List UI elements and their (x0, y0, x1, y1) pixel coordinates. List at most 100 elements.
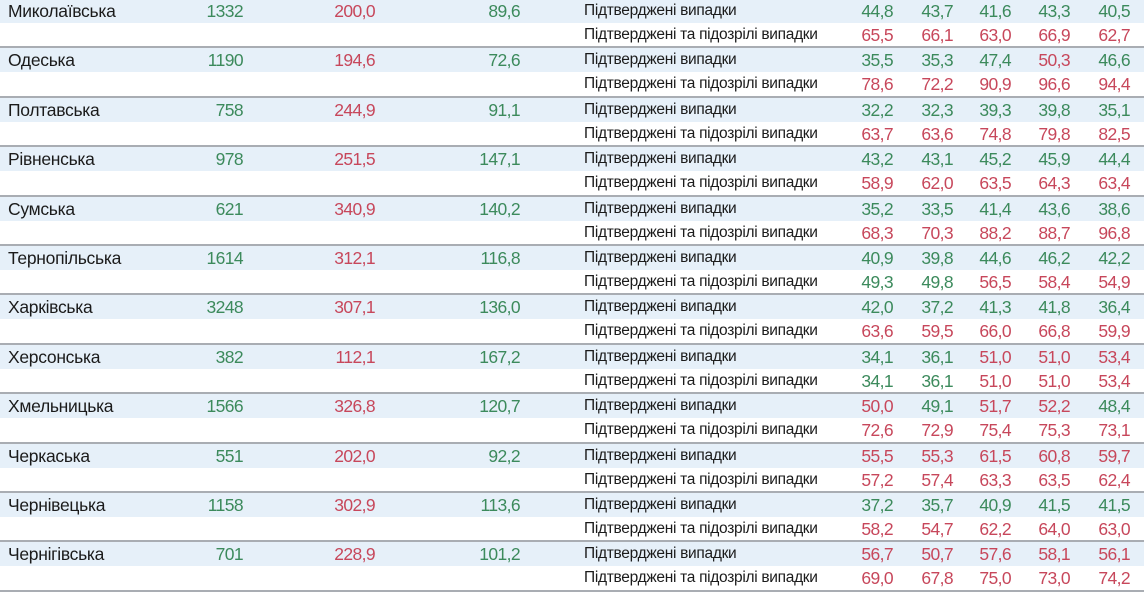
region-value-c1: 1158 (207, 494, 244, 515)
rate-value: 57,6 (979, 544, 1011, 565)
rate-value: 50,3 (1038, 50, 1070, 71)
table-row: Підтверджені та підозрілі випадки 57,2 57,… (0, 468, 1144, 492)
table-row: Підтверджені та підозрілі випадки 63,7 63,… (0, 122, 1144, 146)
rate-value: 53,4 (1098, 370, 1130, 391)
rate-value: 41,8 (1038, 297, 1070, 318)
rate-value: 40,9 (979, 494, 1011, 515)
table-row: Рівненська 978 251,5 147,1 Підтверджені випа… (0, 147, 1144, 172)
rate-value: 58,2 (861, 518, 893, 539)
rate-value: 38,6 (1098, 198, 1130, 219)
rate-value: 73,0 (1038, 568, 1070, 589)
rate-value: 63,5 (979, 173, 1011, 194)
region-name: Одеська (8, 50, 75, 71)
rate-value: 66,9 (1038, 25, 1070, 45)
rate-value: 74,2 (1098, 568, 1130, 589)
rate-value: 40,5 (1098, 1, 1130, 21)
rate-value: 55,5 (861, 445, 893, 466)
rate-value: 49,3 (861, 271, 893, 292)
region-value-c3: 101,2 (479, 544, 520, 565)
row-label-confirmed: Підтверджені випадки (584, 495, 737, 513)
rate-value: 63,7 (861, 123, 893, 144)
region-value-c2: 244,9 (334, 99, 375, 120)
region-block: Рівненська 978 251,5 147,1 Підтверджені випа… (0, 147, 1144, 197)
rate-value: 43,2 (861, 149, 893, 170)
region-value-c3: 120,7 (479, 396, 520, 417)
rate-value: 41,3 (979, 297, 1011, 318)
region-value-c1: 1566 (206, 396, 243, 417)
region-value-c3: 72,6 (488, 50, 520, 71)
rate-value: 63,4 (1098, 173, 1130, 194)
region-value-c1: 758 (215, 99, 244, 120)
rate-value: 62,4 (1098, 469, 1130, 490)
rate-value: 32,3 (921, 99, 953, 120)
rate-value: 51,7 (979, 396, 1011, 417)
rate-value: 40,9 (861, 247, 893, 268)
rate-value: 79,8 (1038, 123, 1070, 144)
rate-value: 49,8 (921, 271, 953, 292)
region-block: Хмельницька 1566 326,8 120,7 Підтверджені ви… (0, 394, 1144, 444)
rate-value: 52,2 (1038, 396, 1070, 417)
rate-value: 72,6 (861, 420, 893, 441)
region-block: Чернігівська 701 228,9 101,2 Підтверджені ви… (0, 542, 1144, 592)
rate-value: 36,1 (921, 346, 953, 367)
row-label-confirmed: Підтверджені випадки (584, 347, 737, 365)
rate-value: 63,6 (861, 321, 893, 342)
rate-value: 35,5 (861, 50, 893, 71)
region-name: Херсонська (8, 346, 101, 367)
rate-value: 54,9 (1098, 271, 1130, 292)
region-name: Харківська (8, 297, 93, 318)
rate-value: 88,2 (979, 222, 1011, 243)
rate-value: 56,5 (979, 271, 1011, 292)
row-label-confirmed-suspected: Підтверджені та підозрілі випадки (584, 272, 818, 290)
rate-value: 88,7 (1038, 222, 1070, 243)
rate-value: 39,8 (921, 247, 953, 268)
rate-value: 90,9 (979, 74, 1011, 95)
rate-value: 49,1 (921, 396, 953, 417)
region-name: Сумська (8, 198, 75, 219)
region-value-c1: 978 (215, 149, 244, 170)
region-block: Тернопільська 1614 312,1 116,8 Підтверджені … (0, 245, 1144, 296)
table-row: Миколаївська 1332 200,0 89,6 Підтверджені ви… (0, 0, 1144, 23)
row-label-confirmed: Підтверджені випадки (584, 51, 737, 69)
rate-value: 59,5 (921, 321, 953, 342)
region-value-c3: 167,2 (479, 346, 520, 367)
rate-value: 58,1 (1038, 544, 1070, 565)
rate-value: 36,4 (1098, 297, 1130, 318)
region-value-c2: 200,0 (334, 1, 375, 21)
row-label-confirmed-suspected: Підтверджені та підозрілі випадки (584, 470, 818, 488)
rate-value: 68,3 (861, 222, 893, 243)
region-value-c1: 1190 (207, 50, 244, 71)
region-value-c3: 92,2 (488, 445, 520, 466)
row-label-confirmed-suspected: Підтверджені та підозрілі випадки (584, 75, 818, 93)
region-value-c2: 312,1 (334, 247, 375, 268)
table-row: Харківська 3248 307,1 136,0 Підтверджені вип… (0, 295, 1144, 320)
region-value-c1: 382 (215, 346, 244, 367)
region-value-c2: 307,1 (334, 297, 375, 318)
rate-value: 37,2 (861, 494, 893, 515)
rate-value: 62,0 (921, 173, 953, 194)
row-label-confirmed-suspected: Підтверджені та підозрілі випадки (584, 124, 818, 142)
rate-value: 48,4 (1098, 396, 1130, 417)
rate-value: 47,4 (979, 50, 1011, 71)
rate-value: 41,6 (979, 1, 1011, 21)
table-row: Херсонська 382 112,1 167,2 Підтверджені випа… (0, 344, 1144, 369)
rate-value: 51,0 (1038, 346, 1070, 367)
rate-value: 54,7 (921, 518, 953, 539)
region-value-c1: 1332 (206, 1, 243, 21)
rate-value: 70,3 (921, 222, 953, 243)
table-row: Підтверджені та підозрілі випадки 58,2 54,… (0, 517, 1144, 541)
region-value-c3: 116,8 (480, 247, 521, 268)
row-label-confirmed: Підтверджені випадки (584, 199, 737, 217)
rate-value: 43,7 (921, 1, 953, 21)
rate-value: 51,0 (979, 370, 1011, 391)
row-label-confirmed-suspected: Підтверджені та підозрілі випадки (584, 322, 818, 340)
rate-value: 50,7 (921, 544, 953, 565)
region-block: Чернівецька 1158 302,9 113,6 Підтверджені ви… (0, 492, 1144, 543)
rate-value: 45,9 (1038, 149, 1070, 170)
rate-value: 35,1 (1098, 99, 1130, 120)
table-row: Підтверджені та підозрілі випадки 78,6 72,… (0, 72, 1144, 96)
table-row: Підтверджені та підозрілі випадки 34,1 36,… (0, 369, 1144, 393)
rate-value: 63,6 (921, 123, 953, 144)
row-label-confirmed: Підтверджені випадки (584, 150, 737, 168)
